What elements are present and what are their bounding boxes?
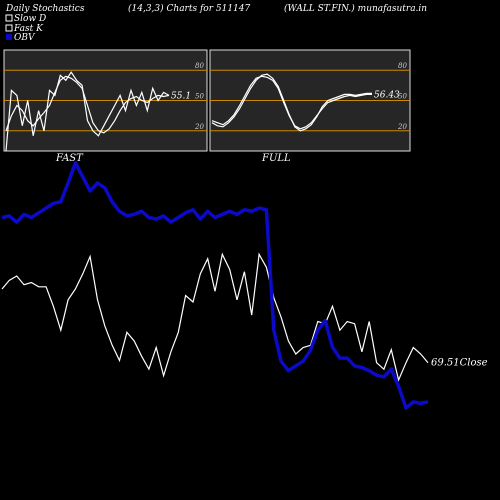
legend: Slow D Fast K OBV [5,14,46,43]
fast-stochastic-panel: 20 50 80 55.1 [3,49,208,152]
close-price-line [1,252,429,382]
legend-label-slow-d: Slow D [14,14,46,24]
stoch-series-2 [211,73,372,132]
legend-label-obv: OBV [14,33,36,43]
obv-line [1,161,429,410]
last-value-label: 55.1 [171,91,191,101]
header-left: Daily Stochastics [5,4,85,14]
price-obv-chart: 69.51Close [1,161,488,410]
stoch-series-2 [5,71,170,152]
y-tick-label-20: 20 [194,123,204,131]
last-value-label: 56.43 [374,90,400,100]
y-tick-label-50: 50 [398,93,407,101]
header-right: (WALL ST.FIN.) munafasutra.in [284,3,427,14]
full-stochastic-panel: 20 50 80 56.43 [209,49,411,152]
legend-swatch-obv [6,34,12,40]
full-panel-title: FULL [261,153,291,164]
fast-panel-title: FAST [55,153,84,164]
legend-swatch-slow-d [5,14,13,22]
legend-label-fast-k: Fast K [13,24,44,34]
y-tick-label-80: 80 [398,62,407,70]
close-value-label: 69.51Close [431,358,488,369]
stoch-series-1 [5,75,170,134]
y-tick-label-80: 80 [195,62,204,70]
y-tick-label-50: 50 [195,93,204,101]
legend-swatch-fast-k [5,24,13,32]
header-middle: (14,3,3) Charts for 511147 [128,3,250,14]
y-tick-label-20: 20 [397,123,407,131]
